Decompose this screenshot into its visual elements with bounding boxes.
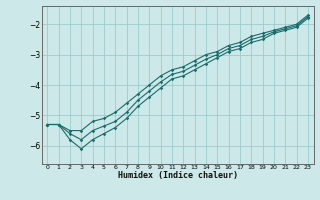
X-axis label: Humidex (Indice chaleur): Humidex (Indice chaleur) (118, 171, 237, 180)
